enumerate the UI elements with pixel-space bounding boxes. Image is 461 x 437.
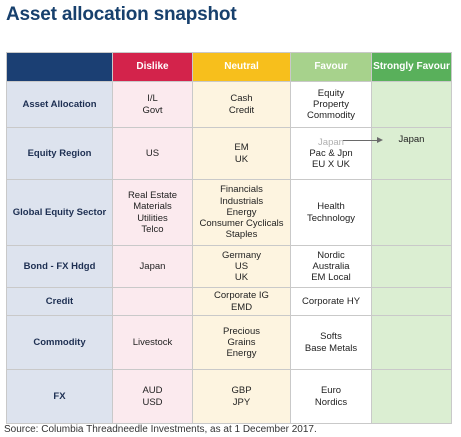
cell-item: Corporate IG <box>214 290 269 302</box>
header-row: Dislike Neutral Favour Strongly Favour <box>6 52 452 82</box>
cell-item: Industrials <box>219 195 264 207</box>
cell-item: Credit <box>228 104 255 116</box>
page-title: Asset allocation snapshot <box>6 4 237 25</box>
row-label: Bond - FX Hdgd <box>6 245 113 288</box>
cell-item: Energy <box>226 206 257 218</box>
cell-item: Materials <box>133 201 172 213</box>
cell-item: EM Local <box>311 272 351 284</box>
table-row: Global Equity Sector Real Estate Materials… <box>6 179 452 246</box>
cell-strong <box>371 245 452 288</box>
cell-item: Pac & Jpn <box>309 147 353 159</box>
cell-item: Japan <box>139 260 166 272</box>
cell-item: Cash <box>230 93 253 105</box>
table-row: Commodity Livestock Precious Grains Energy So… <box>6 315 452 370</box>
cell-neutral: Precious Grains Energy <box>192 315 291 370</box>
cell-favour: Nordic Australia EM Local <box>290 245 372 288</box>
cell-item: US <box>145 147 160 159</box>
cell-item: Corporate HY <box>301 295 361 307</box>
cell-item: Germany <box>221 249 262 261</box>
cell-item-previous: Japan <box>318 136 344 148</box>
row-label: Credit <box>6 287 113 316</box>
cell-item: Commodity <box>306 110 356 122</box>
cell-favour: Corporate HY <box>290 287 372 316</box>
cell-favour: Japan Pac & Jpn EU X UK <box>290 127 383 180</box>
cell-favour: Health Technology <box>290 179 372 246</box>
header-corner <box>6 52 113 82</box>
table-row: Credit Corporate IG EMD Corporate HY <box>6 287 452 316</box>
cell-strong <box>371 287 452 316</box>
table-row: Bond - FX Hdgd Japan Germany US UK Nordic Aust… <box>6 245 452 288</box>
header-strongly-favour: Strongly Favour <box>371 52 452 82</box>
cell-item: Govt <box>142 104 163 116</box>
table-row: Asset Allocation I/L Govt Cash Credit Equity P… <box>6 81 452 128</box>
cell-item: UK <box>234 272 249 284</box>
cell-item: Base Metals <box>304 342 358 354</box>
table-row: Equity Region US EM UK Japan Pac & Jpn EU X UK… <box>6 127 452 180</box>
cell-item: US <box>234 260 249 272</box>
cell-item: EU X UK <box>311 159 350 171</box>
cell-item: EMD <box>230 301 253 313</box>
cell-dislike: I/L Govt <box>112 81 193 128</box>
cell-dislike: Livestock <box>112 315 193 370</box>
row-label: Equity Region <box>6 127 113 180</box>
cell-item: UK <box>234 153 249 165</box>
allocation-table: Dislike Neutral Favour Strongly Favour A… <box>6 52 452 424</box>
cell-item: EM <box>234 142 249 154</box>
cell-strong: Japan <box>371 127 452 180</box>
cell-item: Precious <box>223 325 260 337</box>
header-dislike: Dislike <box>112 52 193 82</box>
row-label: Global Equity Sector <box>6 179 113 246</box>
cell-item: Softs <box>320 331 342 343</box>
cell-neutral: Germany US UK <box>192 245 291 288</box>
cell-item: Euro <box>320 385 342 397</box>
cell-strong <box>371 315 452 370</box>
cell-dislike: Japan <box>112 245 193 288</box>
cell-item: I/L <box>147 93 158 105</box>
cell-item: Real Estate <box>127 190 178 202</box>
cell-item: AUD <box>142 385 163 397</box>
cell-item: Grains <box>227 336 256 348</box>
cell-item: Energy <box>226 348 257 360</box>
cell-strong <box>371 369 452 424</box>
cell-neutral: GBP JPY <box>192 369 291 424</box>
cell-item: Livestock <box>132 336 173 348</box>
cell-dislike: Real Estate Materials Utilities Telco <box>112 179 193 246</box>
cell-neutral: Cash Credit <box>192 81 291 128</box>
cell-item: Telco <box>141 223 164 235</box>
cell-dislike <box>112 287 193 316</box>
cell-item: Australia <box>312 260 350 272</box>
cell-item: Staples <box>225 229 258 241</box>
cell-favour: Softs Base Metals <box>290 315 372 370</box>
cell-dislike: AUD USD <box>112 369 193 424</box>
cell-item: Financials <box>220 184 263 196</box>
cell-item: USD <box>142 396 163 408</box>
cell-item: Property <box>313 98 349 110</box>
cell-item: Consumer Cyclicals <box>199 218 284 230</box>
cell-dislike: US <box>112 127 193 180</box>
row-label: Asset Allocation <box>6 81 113 128</box>
cell-neutral: EM UK <box>192 127 291 180</box>
table-row: FX AUD USD GBP JPY Euro Nordics <box>6 369 452 424</box>
cell-item: Utilities <box>137 212 168 224</box>
row-label: FX <box>6 369 113 424</box>
cell-item: Equity <box>317 87 345 99</box>
cell-item: Nordics <box>314 396 348 408</box>
move-arrow-icon <box>343 137 383 143</box>
cell-item: Nordic <box>317 249 345 261</box>
header-neutral: Neutral <box>192 52 291 82</box>
cell-item: Health <box>317 201 345 213</box>
cell-favour: Euro Nordics <box>290 369 372 424</box>
cell-item: GBP <box>231 385 252 397</box>
cell-item: Japan <box>398 134 425 145</box>
row-label: Commodity <box>6 315 113 370</box>
cell-strong <box>371 179 452 246</box>
cell-item: JPY <box>232 396 251 408</box>
cell-neutral: Corporate IG EMD <box>192 287 291 316</box>
header-favour: Favour <box>290 52 372 82</box>
source-note: Source: Columbia Threadneedle Investment… <box>4 424 317 435</box>
cell-favour: Equity Property Commodity <box>290 81 372 128</box>
cell-strong <box>371 81 452 128</box>
cell-neutral: Financials Industrials Energy Consumer Cycl… <box>192 179 291 246</box>
cell-item: Technology <box>306 212 356 224</box>
